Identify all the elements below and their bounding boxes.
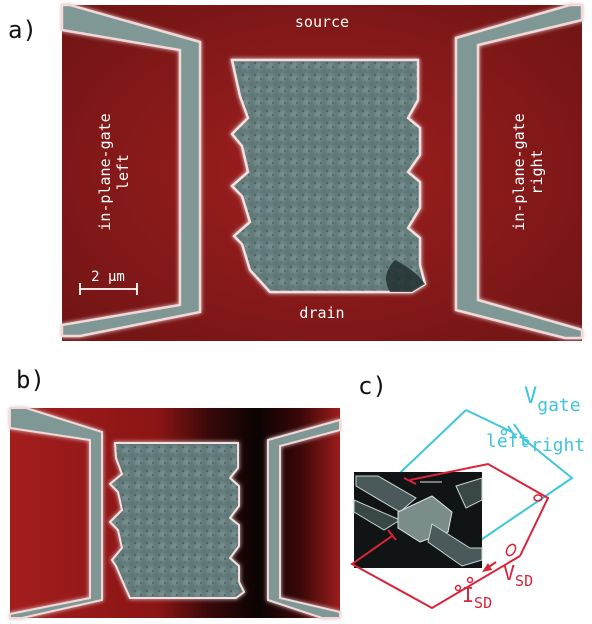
panel-a-micrograph: source drain in-plane-gate left in-plane… <box>60 3 584 341</box>
svg-text:in-plane-gate: in-plane-gate <box>510 113 528 230</box>
sd-wire-bottom <box>350 535 521 610</box>
drain-label: drain <box>299 304 344 322</box>
left-label: left <box>486 431 529 452</box>
panel-b-island-dot <box>108 442 246 599</box>
panel-b-left-gate <box>9 407 103 619</box>
sd-wire-top <box>409 462 550 557</box>
scale-bar-label: 2 µm <box>91 269 125 285</box>
panel-b-micrograph <box>9 407 341 619</box>
panel-b-right-gate <box>267 418 341 619</box>
scale-bar: 2 µm <box>79 269 138 295</box>
left-gate-electrode <box>60 3 202 338</box>
svg-text:right: right <box>528 149 546 194</box>
panel-c-label: c) <box>358 372 387 400</box>
i-sd-label: ISD <box>462 583 492 612</box>
v-sd-label: VSD <box>503 561 533 590</box>
gate-right-label: in-plane-gate right <box>510 113 546 230</box>
voltage-source-sd <box>505 543 517 557</box>
panel-b-label: b) <box>16 366 45 394</box>
right-label: right <box>531 435 585 456</box>
island-dot <box>230 58 427 294</box>
gate-left-label: in-plane-gate left <box>96 113 132 230</box>
inset-sem-image <box>353 472 483 568</box>
panel-a-label: a) <box>8 16 37 44</box>
v-gate-label: Vgate <box>524 384 581 416</box>
svg-text:in-plane-gate: in-plane-gate <box>96 113 114 230</box>
source-label: source <box>295 13 349 31</box>
svg-text:left: left <box>114 154 132 190</box>
gate-wire-right <box>471 435 574 547</box>
panel-c-circuit: Vgate left right VSD ISD <box>350 384 585 612</box>
right-gate-electrode <box>454 3 584 340</box>
